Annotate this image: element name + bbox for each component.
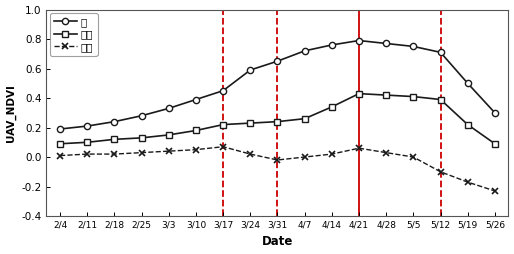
밀 — [329, 43, 335, 46]
보리 — [247, 122, 253, 125]
나지 — [84, 153, 90, 156]
밀 — [112, 120, 118, 123]
밀 — [410, 45, 416, 48]
보리 — [274, 120, 281, 123]
밀 — [84, 124, 90, 128]
보리 — [302, 117, 308, 120]
보리 — [492, 142, 498, 145]
보리 — [410, 95, 416, 98]
나지 — [57, 154, 63, 157]
나지 — [383, 151, 389, 154]
보리 — [112, 138, 118, 141]
나지 — [274, 158, 281, 162]
나지 — [112, 153, 118, 156]
밀 — [492, 111, 498, 114]
밀 — [138, 114, 144, 117]
보리 — [166, 133, 172, 136]
보리 — [57, 142, 63, 145]
밀 — [356, 39, 362, 42]
X-axis label: Date: Date — [262, 235, 293, 248]
보리 — [193, 129, 199, 132]
Line: 밀: 밀 — [57, 37, 498, 132]
나지 — [302, 155, 308, 158]
밀 — [302, 49, 308, 52]
밀 — [220, 89, 226, 92]
보리 — [383, 93, 389, 97]
밀 — [274, 60, 281, 63]
Y-axis label: UAV_NDVI: UAV_NDVI — [6, 84, 16, 142]
나지 — [138, 151, 144, 154]
보리 — [329, 105, 335, 108]
보리 — [465, 123, 471, 126]
나지 — [193, 148, 199, 151]
밀 — [247, 69, 253, 72]
나지 — [166, 150, 172, 153]
밀 — [465, 82, 471, 85]
나지 — [356, 147, 362, 150]
밀 — [193, 98, 199, 101]
Line: 나지: 나지 — [57, 143, 499, 194]
Legend: 밀, 보리, 나지: 밀, 보리, 나지 — [50, 13, 98, 56]
보리 — [356, 92, 362, 95]
보리 — [138, 136, 144, 139]
나지 — [492, 189, 498, 193]
Line: 보리: 보리 — [57, 90, 498, 147]
밀 — [437, 51, 444, 54]
나지 — [410, 155, 416, 158]
보리 — [220, 123, 226, 126]
나지 — [247, 153, 253, 156]
보리 — [437, 98, 444, 101]
나지 — [220, 145, 226, 148]
나지 — [465, 181, 471, 184]
밀 — [383, 42, 389, 45]
밀 — [57, 128, 63, 131]
나지 — [437, 170, 444, 173]
밀 — [166, 107, 172, 110]
보리 — [84, 141, 90, 144]
나지 — [329, 153, 335, 156]
